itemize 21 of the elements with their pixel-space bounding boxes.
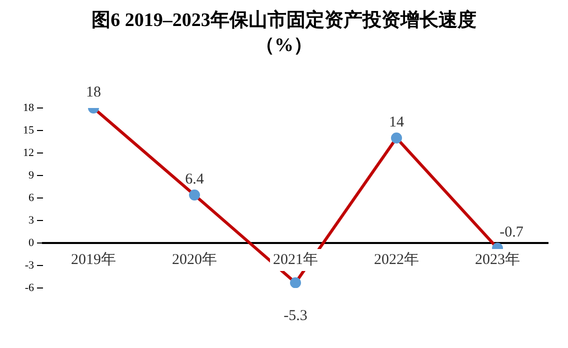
y-tick-label: 18 xyxy=(23,102,34,114)
x-tick-label: 2020年 xyxy=(172,250,217,268)
y-tick-label: 0 xyxy=(28,236,34,249)
y-tick-label: 6 xyxy=(28,192,34,204)
chart-title: 图6 2019–2023年保山市固定资产投资增长速度 xyxy=(90,8,478,33)
x-tick-label: 2023年 xyxy=(475,250,520,268)
x-tick-label: 2021年 xyxy=(273,250,318,268)
y-tick-label: 9 xyxy=(28,169,34,182)
data-label: 14 xyxy=(389,114,404,130)
data-label: 6.4 xyxy=(185,171,204,188)
x-tick-label: 2022年 xyxy=(374,250,419,268)
chart-subtitle: （%） xyxy=(254,34,314,58)
y-tick-label: -3 xyxy=(24,259,34,272)
data-label: -5.3 xyxy=(284,308,308,324)
x-tick-label: 2019年 xyxy=(71,250,116,268)
y-tick-label: 12 xyxy=(23,146,34,159)
data-label: 18 xyxy=(86,84,101,100)
y-tick-label: 15 xyxy=(23,124,34,136)
y-tick-label: -6 xyxy=(24,282,34,294)
y-tick-label: 3 xyxy=(28,214,34,226)
data-label: -0.7 xyxy=(500,224,524,241)
